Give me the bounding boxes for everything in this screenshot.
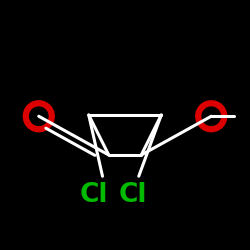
Text: Cl: Cl bbox=[118, 182, 147, 208]
Text: Cl: Cl bbox=[80, 182, 108, 208]
